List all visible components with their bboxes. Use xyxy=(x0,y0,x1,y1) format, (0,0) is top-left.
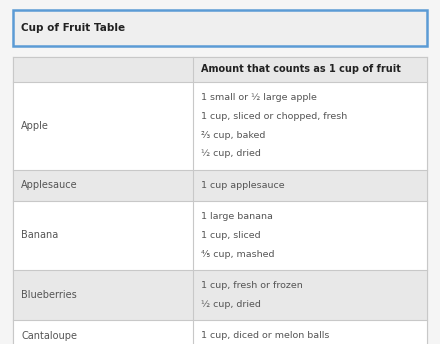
Bar xyxy=(13,57,427,82)
Text: Cup of Fruit Table: Cup of Fruit Table xyxy=(21,23,125,33)
Text: Cantaloupe: Cantaloupe xyxy=(21,331,77,341)
Bar xyxy=(13,320,427,344)
Text: 1 cup, fresh or frozen: 1 cup, fresh or frozen xyxy=(201,281,303,290)
Text: 1 cup, diced or melon balls: 1 cup, diced or melon balls xyxy=(201,331,330,341)
Text: Banana: Banana xyxy=(21,230,59,240)
Bar xyxy=(13,270,427,320)
Text: 1 cup, sliced: 1 cup, sliced xyxy=(201,231,260,240)
Text: Blueberries: Blueberries xyxy=(21,290,77,300)
Text: ⅘ cup, mashed: ⅘ cup, mashed xyxy=(201,250,275,259)
Text: 1 large banana: 1 large banana xyxy=(201,212,273,221)
Text: 1 small or ½ large apple: 1 small or ½ large apple xyxy=(201,93,317,102)
Text: ½ cup, dried: ½ cup, dried xyxy=(201,300,261,309)
Text: Apple: Apple xyxy=(21,120,49,131)
Bar xyxy=(13,170,427,201)
Text: ½ cup, dried: ½ cup, dried xyxy=(201,149,261,159)
Text: Applesauce: Applesauce xyxy=(21,180,78,190)
Text: ⅔ cup, baked: ⅔ cup, baked xyxy=(201,130,265,140)
FancyBboxPatch shape xyxy=(13,10,427,46)
Bar xyxy=(13,201,427,270)
Bar xyxy=(13,82,427,170)
Text: 1 cup, sliced or chopped, fresh: 1 cup, sliced or chopped, fresh xyxy=(201,111,347,121)
Text: 1 cup applesauce: 1 cup applesauce xyxy=(201,181,285,190)
Bar xyxy=(13,57,427,344)
Text: Amount that counts as 1 cup of fruit: Amount that counts as 1 cup of fruit xyxy=(201,64,401,74)
